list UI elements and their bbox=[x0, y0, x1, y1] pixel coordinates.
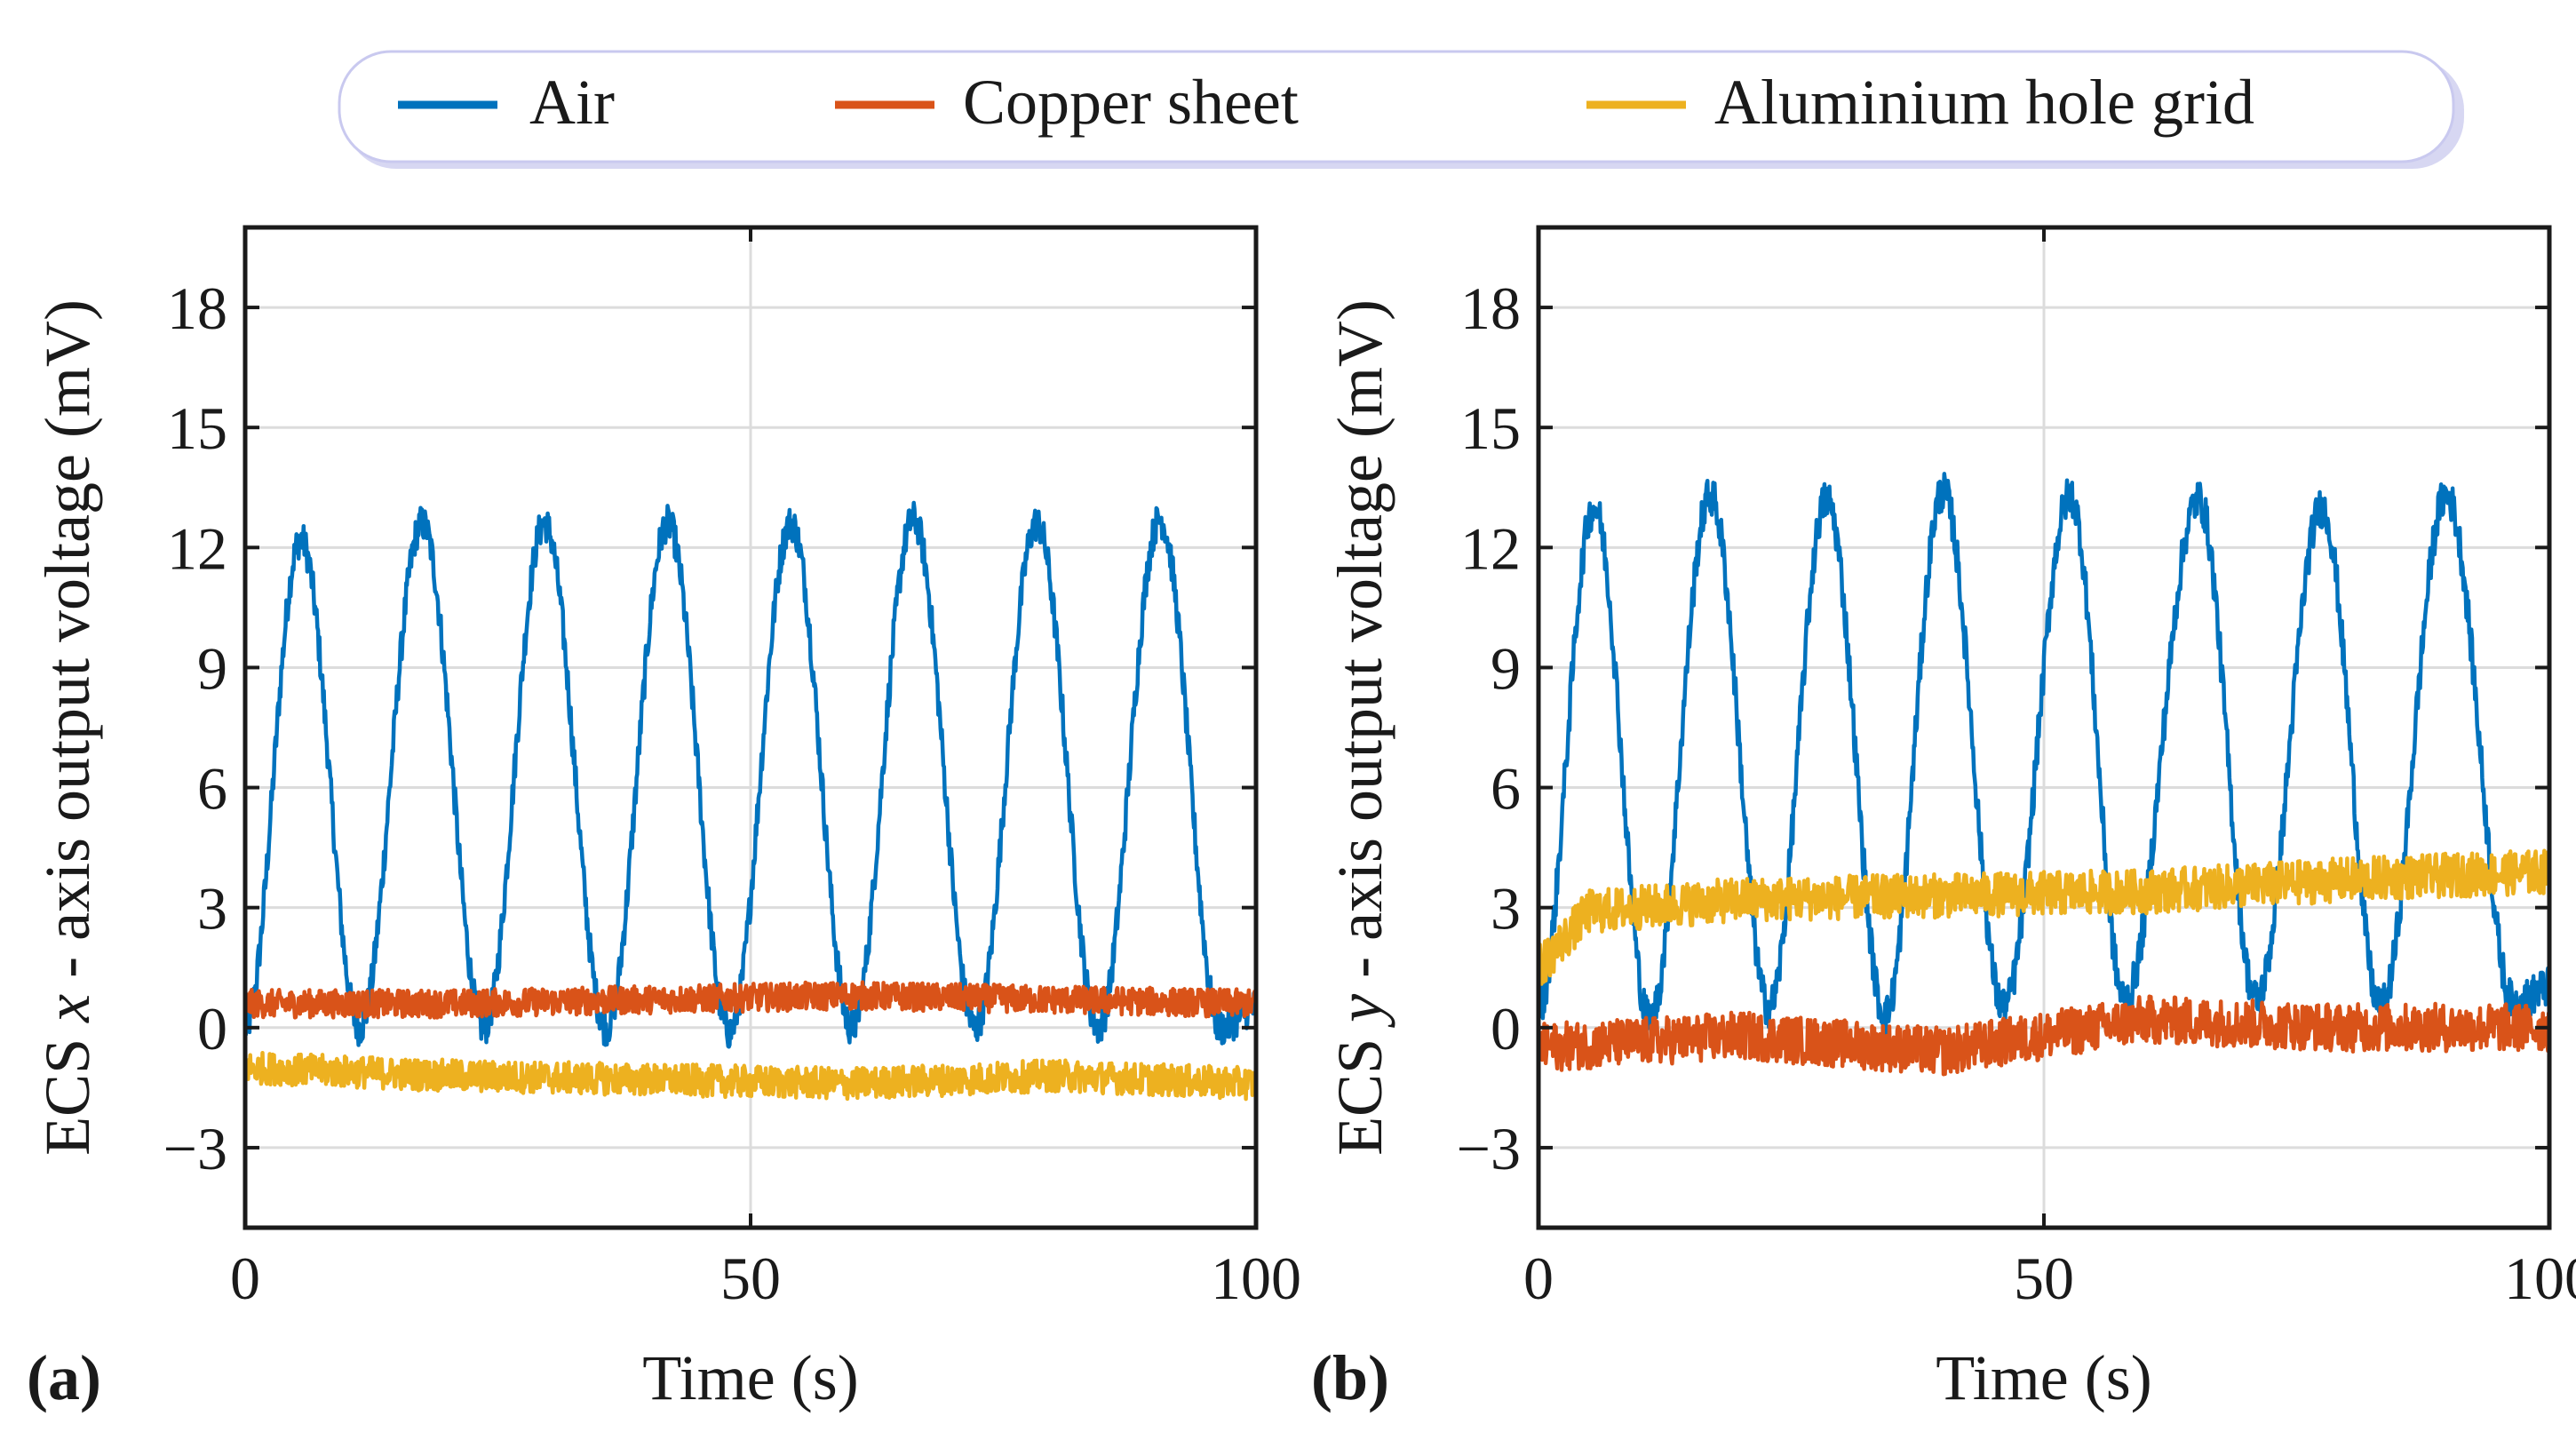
panel-a-ytick-label: 15 bbox=[167, 394, 227, 462]
legend-label-copper-sheet: Copper sheet bbox=[963, 67, 1299, 138]
panel-b-ytick-label: 0 bbox=[1491, 995, 1521, 1062]
legend-entry-copper-sheet: Copper sheet bbox=[835, 67, 1299, 138]
legend-box bbox=[338, 50, 2455, 163]
panel-a-ytick-label: 9 bbox=[197, 634, 227, 702]
panel-a-ylabel-pre: ECS bbox=[32, 1022, 103, 1156]
panel-a-xtick-label: 0 bbox=[230, 1245, 260, 1312]
panel-b-ytick-label: −3 bbox=[1457, 1115, 1521, 1182]
panel-b-ylabel-pre: ECS bbox=[1324, 1022, 1395, 1156]
panel-a-label: (a) bbox=[27, 1342, 101, 1413]
panel-b-ytick-label: 18 bbox=[1460, 274, 1521, 342]
panel-a-ytick-label: 6 bbox=[197, 755, 227, 823]
panel-a-series-aluminium-hole-grid bbox=[242, 1051, 1259, 1102]
panel-b-ytick-label: 15 bbox=[1460, 394, 1521, 462]
panel-b-ylabel-post: - axis output voltage (mV) bbox=[1324, 299, 1395, 994]
panel-b-label: (b) bbox=[1311, 1342, 1389, 1413]
panel-a-ytick-label: 3 bbox=[197, 875, 227, 943]
panel-b-ylabel: ECS y - axis output voltage (mV) bbox=[1324, 299, 1395, 1156]
panel-b-series-air bbox=[1536, 472, 2552, 1040]
panel-a-ylabel: ECS x - axis output voltage (mV) bbox=[32, 299, 103, 1156]
panel-a-ytick-label: 18 bbox=[167, 274, 227, 342]
legend-label-aluminium-hole-grid: Aluminium hole grid bbox=[1714, 67, 2254, 138]
legend: Air Copper sheet Aluminium hole grid bbox=[338, 50, 2464, 169]
panel-b-ytick-label: 3 bbox=[1491, 875, 1521, 943]
panel-b-xlabel: Time (s) bbox=[1936, 1342, 2151, 1413]
legend-entry-air: Air bbox=[398, 67, 615, 138]
panel-a-ylabel-axis: x bbox=[32, 994, 103, 1023]
panel-b-ytick-label: 6 bbox=[1491, 755, 1521, 823]
panel-b-ylabel-axis: y bbox=[1324, 994, 1395, 1029]
legend-label-air: Air bbox=[529, 67, 615, 138]
panel-a-ylabel-post: - axis output voltage (mV) bbox=[32, 299, 103, 994]
panel-a-xtick-label: 50 bbox=[720, 1245, 781, 1312]
panel-a-ytick-label: −3 bbox=[163, 1115, 227, 1182]
panel-a-series-copper-sheet bbox=[242, 980, 1259, 1020]
legend-entry-aluminium-hole-grid: Aluminium hole grid bbox=[1586, 67, 2254, 138]
panel-a-series-air bbox=[242, 500, 1258, 1049]
panel-b-xtick-label: 100 bbox=[2504, 1245, 2576, 1312]
panel-b-xtick-label: 50 bbox=[2014, 1245, 2074, 1312]
panel-b-ytick-label: 9 bbox=[1491, 634, 1521, 702]
panel-a-xtick-label: 100 bbox=[1211, 1245, 1301, 1312]
panel-b-series bbox=[1536, 472, 2552, 1077]
panel-b-series-copper-sheet bbox=[1536, 994, 2552, 1077]
panel-a-ytick-label: 0 bbox=[197, 995, 227, 1062]
panel-a-series bbox=[242, 500, 1259, 1102]
panel-a-xlabel: Time (s) bbox=[642, 1342, 858, 1413]
panel-a-ytick-label: 12 bbox=[167, 514, 227, 582]
panel-b-grid bbox=[1537, 227, 2551, 1228]
panel-b-xtick-label: 0 bbox=[1523, 1245, 1554, 1312]
panel-b-series-aluminium-hole-grid bbox=[1536, 848, 2552, 986]
panel-b-ytick-label: 12 bbox=[1460, 514, 1521, 582]
